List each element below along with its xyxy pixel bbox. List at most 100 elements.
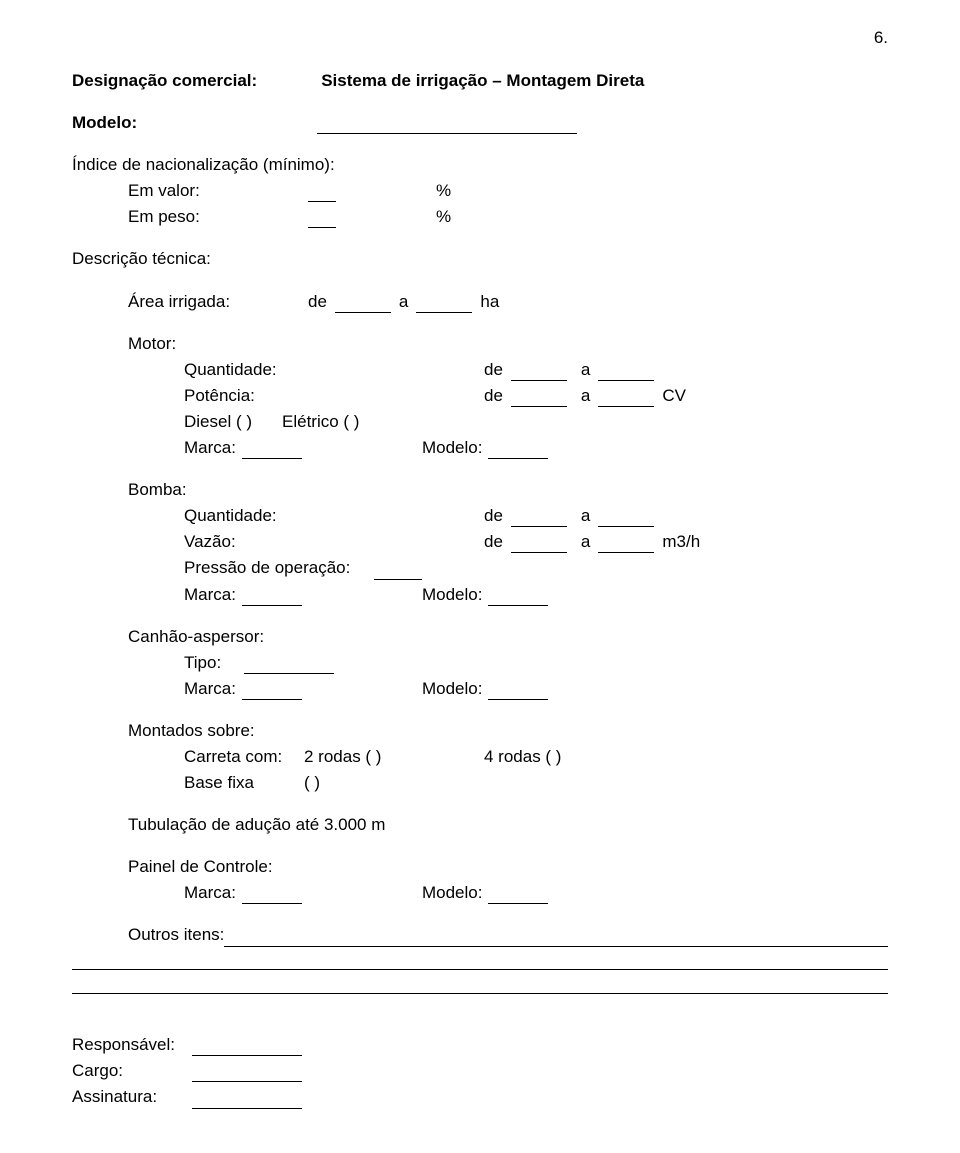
- bomba-marca-blank[interactable]: [242, 588, 302, 606]
- bomba-pressao-blank[interactable]: [374, 562, 422, 580]
- area-a: a: [399, 291, 408, 313]
- bomba-marca-label: Marca:: [184, 584, 236, 606]
- designation-label: Designação comercial:: [72, 70, 257, 92]
- outros-blank-3[interactable]: [72, 976, 888, 994]
- bomba-header: Bomba:: [128, 479, 187, 501]
- bomba-q-from[interactable]: [511, 509, 567, 527]
- montados-header-row: Montados sobre:: [72, 720, 888, 742]
- assinatura-label: Assinatura:: [72, 1086, 192, 1108]
- bomba-pressao-label: Pressão de operação:: [184, 557, 374, 579]
- motor-marca-label: Marca:: [184, 437, 236, 459]
- em-valor-row: Em valor: %: [72, 180, 888, 202]
- canhao-tipo-label: Tipo:: [184, 652, 244, 674]
- em-valor-label: Em valor:: [128, 180, 308, 202]
- designation-row: Designação comercial: Sistema de irrigaç…: [72, 70, 888, 92]
- montados-basefixa-paren[interactable]: ( ): [304, 772, 320, 794]
- bomba-pressao-row: Pressão de operação:: [72, 557, 888, 579]
- canhao-marca-label: Marca:: [184, 678, 236, 700]
- canhao-tipo-blank[interactable]: [244, 656, 334, 674]
- motor-p-to[interactable]: [598, 389, 654, 407]
- bomba-quantidade-label: Quantidade:: [184, 505, 484, 527]
- painel-header: Painel de Controle:: [128, 856, 273, 878]
- em-valor-blank[interactable]: [308, 185, 336, 203]
- canhao-marca-blank[interactable]: [242, 682, 302, 700]
- form-page: 6. Designação comercial: Sistema de irri…: [0, 0, 960, 1153]
- modelo-top-blank[interactable]: [317, 116, 577, 134]
- motor-diesel[interactable]: Diesel ( ): [184, 411, 252, 433]
- canhao-marca-row: Marca: Modelo:: [72, 678, 888, 700]
- painel-marca-row: Marca: Modelo:: [72, 882, 888, 904]
- motor-header: Motor:: [128, 333, 176, 355]
- motor-p-from[interactable]: [511, 389, 567, 407]
- motor-potencia-row: Potência: de a CV: [72, 385, 888, 407]
- page-number: 6.: [874, 28, 888, 48]
- motor-cv: CV: [662, 385, 686, 407]
- montados-2rodas[interactable]: 2 rodas ( ): [304, 746, 484, 768]
- bomba-marca-row: Marca: Modelo:: [72, 584, 888, 606]
- assinatura-row: Assinatura:: [72, 1086, 888, 1108]
- area-de: de: [308, 291, 327, 313]
- canhao-header: Canhão-aspersor:: [128, 626, 264, 648]
- bomba-v-de: de: [484, 531, 503, 553]
- bomba-q-de: de: [484, 505, 503, 527]
- tubulacao-text: Tubulação de adução até 3.000 m: [128, 814, 385, 836]
- motor-q-to[interactable]: [598, 363, 654, 381]
- montados-4rodas[interactable]: 4 rodas ( ): [484, 746, 561, 768]
- motor-q-from[interactable]: [511, 363, 567, 381]
- painel-marca-label: Marca:: [184, 882, 236, 904]
- modelo-top-label: Modelo:: [72, 112, 137, 134]
- bomba-v-a: a: [581, 531, 590, 553]
- em-peso-percent: %: [436, 206, 451, 228]
- responsavel-label: Responsável:: [72, 1034, 192, 1056]
- painel-marca-blank[interactable]: [242, 887, 302, 905]
- motor-quantidade-row: Quantidade: de a: [72, 359, 888, 381]
- canhao-modelo-blank[interactable]: [488, 682, 548, 700]
- outros-blank-1[interactable]: [224, 929, 888, 947]
- modelo-top-row: Modelo:: [72, 112, 888, 134]
- area-unit: ha: [480, 291, 499, 313]
- em-peso-row: Em peso: %: [72, 206, 888, 228]
- nacionalizacao-header-text: Índice de nacionalização (mínimo):: [72, 154, 335, 176]
- motor-p-a: a: [581, 385, 590, 407]
- outros-row-1: Outros itens:: [72, 924, 888, 946]
- canhao-modelo-label: Modelo:: [422, 678, 482, 700]
- area-row: Área irrigada: de a ha: [72, 291, 888, 313]
- motor-q-a: a: [581, 359, 590, 381]
- motor-q-de: de: [484, 359, 503, 381]
- designation-value: Sistema de irrigação – Montagem Direta: [321, 70, 644, 92]
- motor-p-de: de: [484, 385, 503, 407]
- descricao-header: Descrição técnica:: [72, 248, 211, 270]
- montados-header: Montados sobre:: [128, 720, 255, 742]
- painel-modelo-blank[interactable]: [488, 887, 548, 905]
- bomba-vazao-row: Vazão: de a m3/h: [72, 531, 888, 553]
- motor-eletrico[interactable]: Elétrico ( ): [282, 411, 359, 433]
- outros-label: Outros itens:: [128, 924, 224, 946]
- motor-modelo-label: Modelo:: [422, 437, 482, 459]
- em-peso-label: Em peso:: [128, 206, 308, 228]
- motor-potencia-label: Potência:: [184, 385, 484, 407]
- motor-tipo-row: Diesel ( ) Elétrico ( ): [72, 411, 888, 433]
- em-peso-blank[interactable]: [308, 211, 336, 229]
- bomba-v-to[interactable]: [598, 536, 654, 554]
- bomba-quantidade-row: Quantidade: de a: [72, 505, 888, 527]
- area-to-blank[interactable]: [416, 295, 472, 313]
- responsavel-blank[interactable]: [192, 1038, 302, 1056]
- outros-row-3: [72, 976, 888, 994]
- montados-basefixa-row: Base fixa ( ): [72, 772, 888, 794]
- outros-blank-2[interactable]: [72, 953, 888, 971]
- montados-carreta-label: Carreta com:: [184, 746, 304, 768]
- responsavel-row: Responsável:: [72, 1034, 888, 1056]
- bomba-q-to[interactable]: [598, 509, 654, 527]
- assinatura-blank[interactable]: [192, 1091, 302, 1109]
- bomba-modelo-label: Modelo:: [422, 584, 482, 606]
- area-from-blank[interactable]: [335, 295, 391, 313]
- bomba-q-a: a: [581, 505, 590, 527]
- cargo-blank[interactable]: [192, 1065, 302, 1083]
- bomba-modelo-blank[interactable]: [488, 588, 548, 606]
- bomba-v-from[interactable]: [511, 536, 567, 554]
- bomba-m3h: m3/h: [662, 531, 700, 553]
- painel-header-row: Painel de Controle:: [72, 856, 888, 878]
- motor-marca-blank[interactable]: [242, 441, 302, 459]
- area-label: Área irrigada:: [128, 291, 308, 313]
- motor-modelo-blank[interactable]: [488, 441, 548, 459]
